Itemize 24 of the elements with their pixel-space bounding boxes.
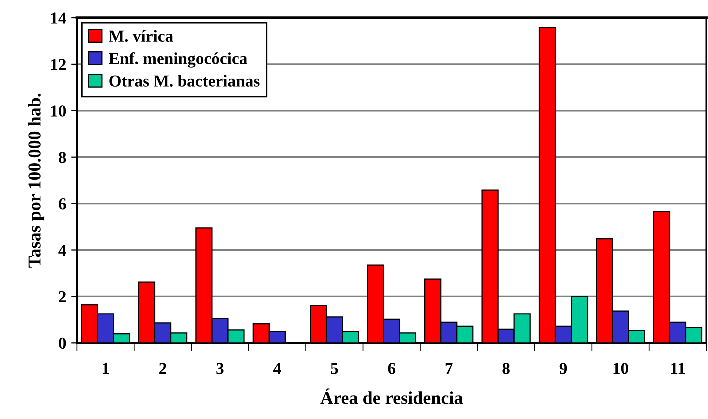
x-tick-label: 1: [102, 363, 110, 374]
legend-label: Enf. meningocócica: [109, 52, 248, 68]
y-tick-label: 6: [58, 198, 66, 210]
x-tick-label: 4: [274, 363, 282, 374]
x-tick-label: 3: [216, 363, 224, 374]
y-tick-label: 2: [59, 291, 66, 302]
x-tick-label: 8: [502, 363, 510, 374]
y-axis-title: Tasas por 100.000 hab.: [28, 94, 45, 268]
x-tick-label: 2: [160, 363, 166, 374]
y-tick-label: 12: [51, 59, 66, 70]
x-tick-label: 10: [614, 363, 628, 374]
x-tick-label: 11: [671, 363, 685, 374]
legend-label: Otras M. bacterianas: [110, 75, 260, 87]
y-tick-label: 14: [51, 12, 66, 24]
x-axis-title: Área de residencia: [320, 388, 463, 404]
x-tick-label: 6: [388, 363, 396, 374]
y-tick-label: 10: [51, 106, 66, 117]
x-tick-label: 9: [560, 363, 568, 374]
x-tick-label: 7: [446, 363, 453, 374]
legend-label: M. vírica: [109, 30, 174, 42]
y-tick-label: 4: [58, 245, 66, 256]
x-tick-label: 5: [331, 363, 338, 374]
y-tick-label: 8: [58, 152, 66, 164]
y-tick-label: 0: [59, 338, 66, 350]
